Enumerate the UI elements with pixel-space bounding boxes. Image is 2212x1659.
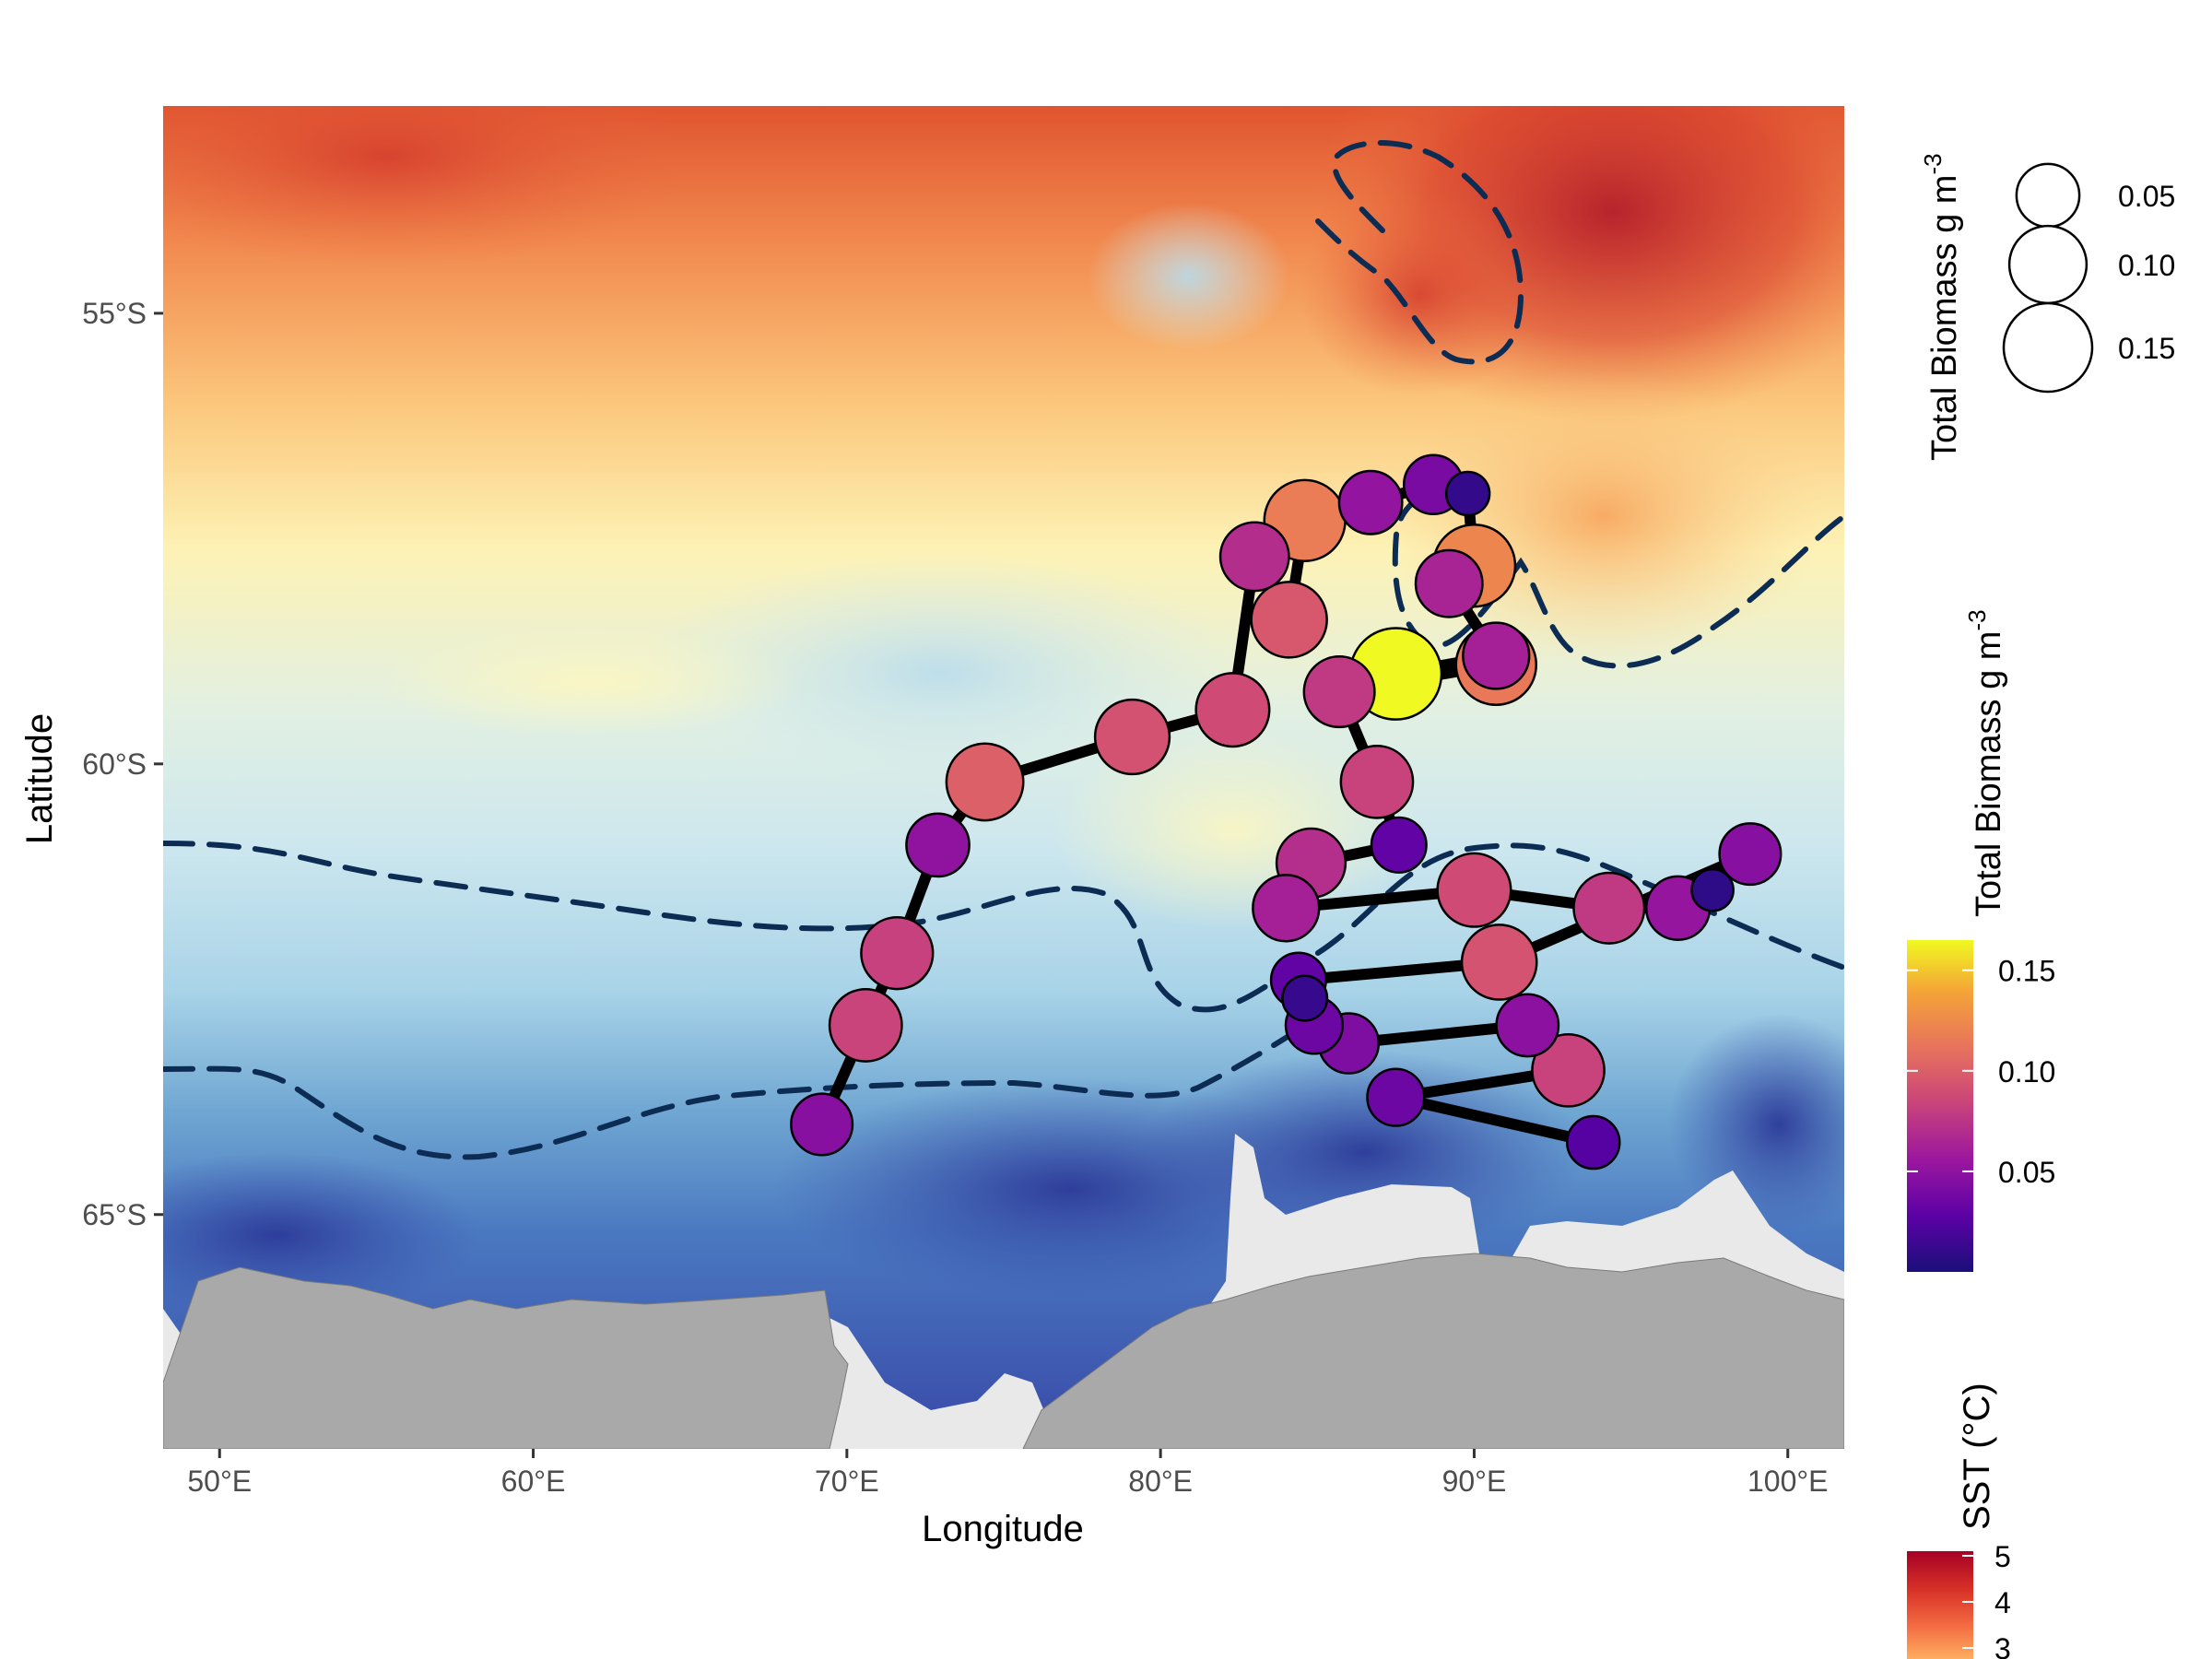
station-point bbox=[1572, 871, 1646, 945]
front-line bbox=[1315, 140, 1524, 365]
y-tick-label: 55°S bbox=[82, 297, 147, 330]
station-point bbox=[905, 812, 971, 878]
sst-warm-patch bbox=[163, 106, 691, 267]
sst-cool-patch bbox=[636, 553, 1244, 793]
color-legend: Total Biomass g m-3 0.15 0.10 0.05 bbox=[1907, 609, 2055, 1272]
color-legend-title-sup: -3 bbox=[1963, 609, 1991, 630]
sst-pale-patch bbox=[378, 627, 802, 737]
station-point bbox=[790, 1092, 854, 1157]
station-point bbox=[1462, 621, 1531, 690]
ice-shelf bbox=[811, 1309, 1060, 1449]
sst-cool-patch bbox=[1088, 203, 1290, 350]
color-legend-title-text: Total Biomass g m bbox=[1970, 631, 2008, 917]
x-tick-label: 60°E bbox=[501, 1465, 566, 1498]
x-tick-label: 100°E bbox=[1747, 1465, 1829, 1498]
station-point bbox=[1718, 822, 1783, 887]
station-point bbox=[1250, 581, 1328, 659]
size-legend-label: 0.10 bbox=[2118, 249, 2175, 282]
station-point bbox=[1566, 1114, 1621, 1171]
color-legend-label: 0.05 bbox=[1998, 1156, 2055, 1189]
station-point bbox=[1414, 548, 1484, 618]
size-legend-title-text: Total Biomass g m bbox=[1925, 175, 1964, 461]
y-tick-label: 65°S bbox=[82, 1198, 147, 1231]
station-point bbox=[1370, 816, 1428, 874]
size-legend: Total Biomass g m-3 0.05 0.10 0.15 bbox=[1919, 153, 2175, 461]
sst-colorbar bbox=[1907, 1551, 1973, 1659]
y-axis: 55°S 60°S 65°S bbox=[82, 297, 163, 1231]
station-point bbox=[1194, 672, 1271, 748]
station-point bbox=[1339, 745, 1415, 819]
biomass-colorbar bbox=[1907, 940, 1973, 1272]
front-line bbox=[163, 841, 1844, 1013]
size-legend-key bbox=[2015, 162, 2081, 229]
station-point bbox=[828, 987, 903, 1063]
station-point bbox=[1218, 521, 1290, 593]
station-point bbox=[1495, 993, 1560, 1058]
oceanographic-fronts bbox=[163, 140, 1844, 1160]
x-tick-label: 50°E bbox=[187, 1465, 252, 1498]
station-point bbox=[860, 916, 935, 991]
station-point bbox=[1281, 974, 1329, 1022]
size-legend-label: 0.05 bbox=[2118, 180, 2175, 213]
sst-warm-patch bbox=[1300, 194, 1539, 396]
front-line bbox=[163, 1020, 1312, 1160]
station-point bbox=[1690, 867, 1735, 912]
size-legend-key bbox=[2002, 301, 2094, 394]
sst-warm-patch bbox=[1382, 369, 1825, 664]
station-point bbox=[1444, 470, 1491, 517]
y-tick-label: 60°S bbox=[82, 747, 147, 781]
size-legend-title: Total Biomass g m-3 bbox=[1919, 153, 1964, 461]
size-legend-label: 0.15 bbox=[2118, 332, 2175, 365]
sst-cold-patch bbox=[1668, 1014, 1844, 1235]
x-axis-title: Longitude bbox=[922, 1509, 1084, 1549]
station-point bbox=[1460, 924, 1538, 1001]
x-tick-label: 90°E bbox=[1442, 1465, 1507, 1498]
station-point bbox=[1337, 469, 1404, 535]
x-axis: 50°E 60°E 70°E 80°E 90°E 100°E bbox=[187, 1449, 1829, 1498]
station-point bbox=[945, 742, 1025, 822]
color-legend-ticks: 0.15 0.10 0.05 bbox=[1907, 955, 2055, 1189]
y-axis-title: Latitude bbox=[19, 713, 60, 844]
color-legend-title: Total Biomass g m-3 bbox=[1963, 609, 2008, 917]
antarctic-land bbox=[163, 1266, 849, 1449]
x-tick-label: 80°E bbox=[1128, 1465, 1193, 1498]
front-line bbox=[1392, 488, 1844, 669]
sst-legend-label: 5 bbox=[1994, 1540, 2011, 1573]
size-legend-key bbox=[2007, 224, 2088, 305]
station-markers bbox=[790, 453, 1783, 1171]
sst-legend: SST (°C) 5 4 3 bbox=[1907, 1382, 2011, 1659]
station-point bbox=[1093, 698, 1171, 776]
station-point bbox=[1366, 1067, 1426, 1127]
station-point bbox=[1302, 655, 1376, 729]
station-point bbox=[1436, 852, 1512, 928]
station-point bbox=[1252, 874, 1321, 943]
x-tick-label: 70°E bbox=[815, 1465, 879, 1498]
sst-legend-title: SST (°C) bbox=[1957, 1382, 1997, 1530]
station-point bbox=[1531, 1032, 1606, 1108]
map-panel bbox=[163, 106, 1844, 1449]
size-legend-entries: 0.05 0.10 0.15 bbox=[2002, 162, 2175, 394]
color-legend-label: 0.10 bbox=[1998, 1055, 2055, 1088]
sst-legend-label: 4 bbox=[1994, 1586, 2011, 1619]
sst-legend-ticks: 5 4 3 bbox=[1962, 1540, 2011, 1659]
color-legend-label: 0.15 bbox=[1998, 955, 2055, 988]
size-legend-title-sup: -3 bbox=[1919, 153, 1947, 174]
sst-legend-label: 3 bbox=[1994, 1632, 2011, 1659]
antarctic-land bbox=[1022, 1253, 1844, 1449]
